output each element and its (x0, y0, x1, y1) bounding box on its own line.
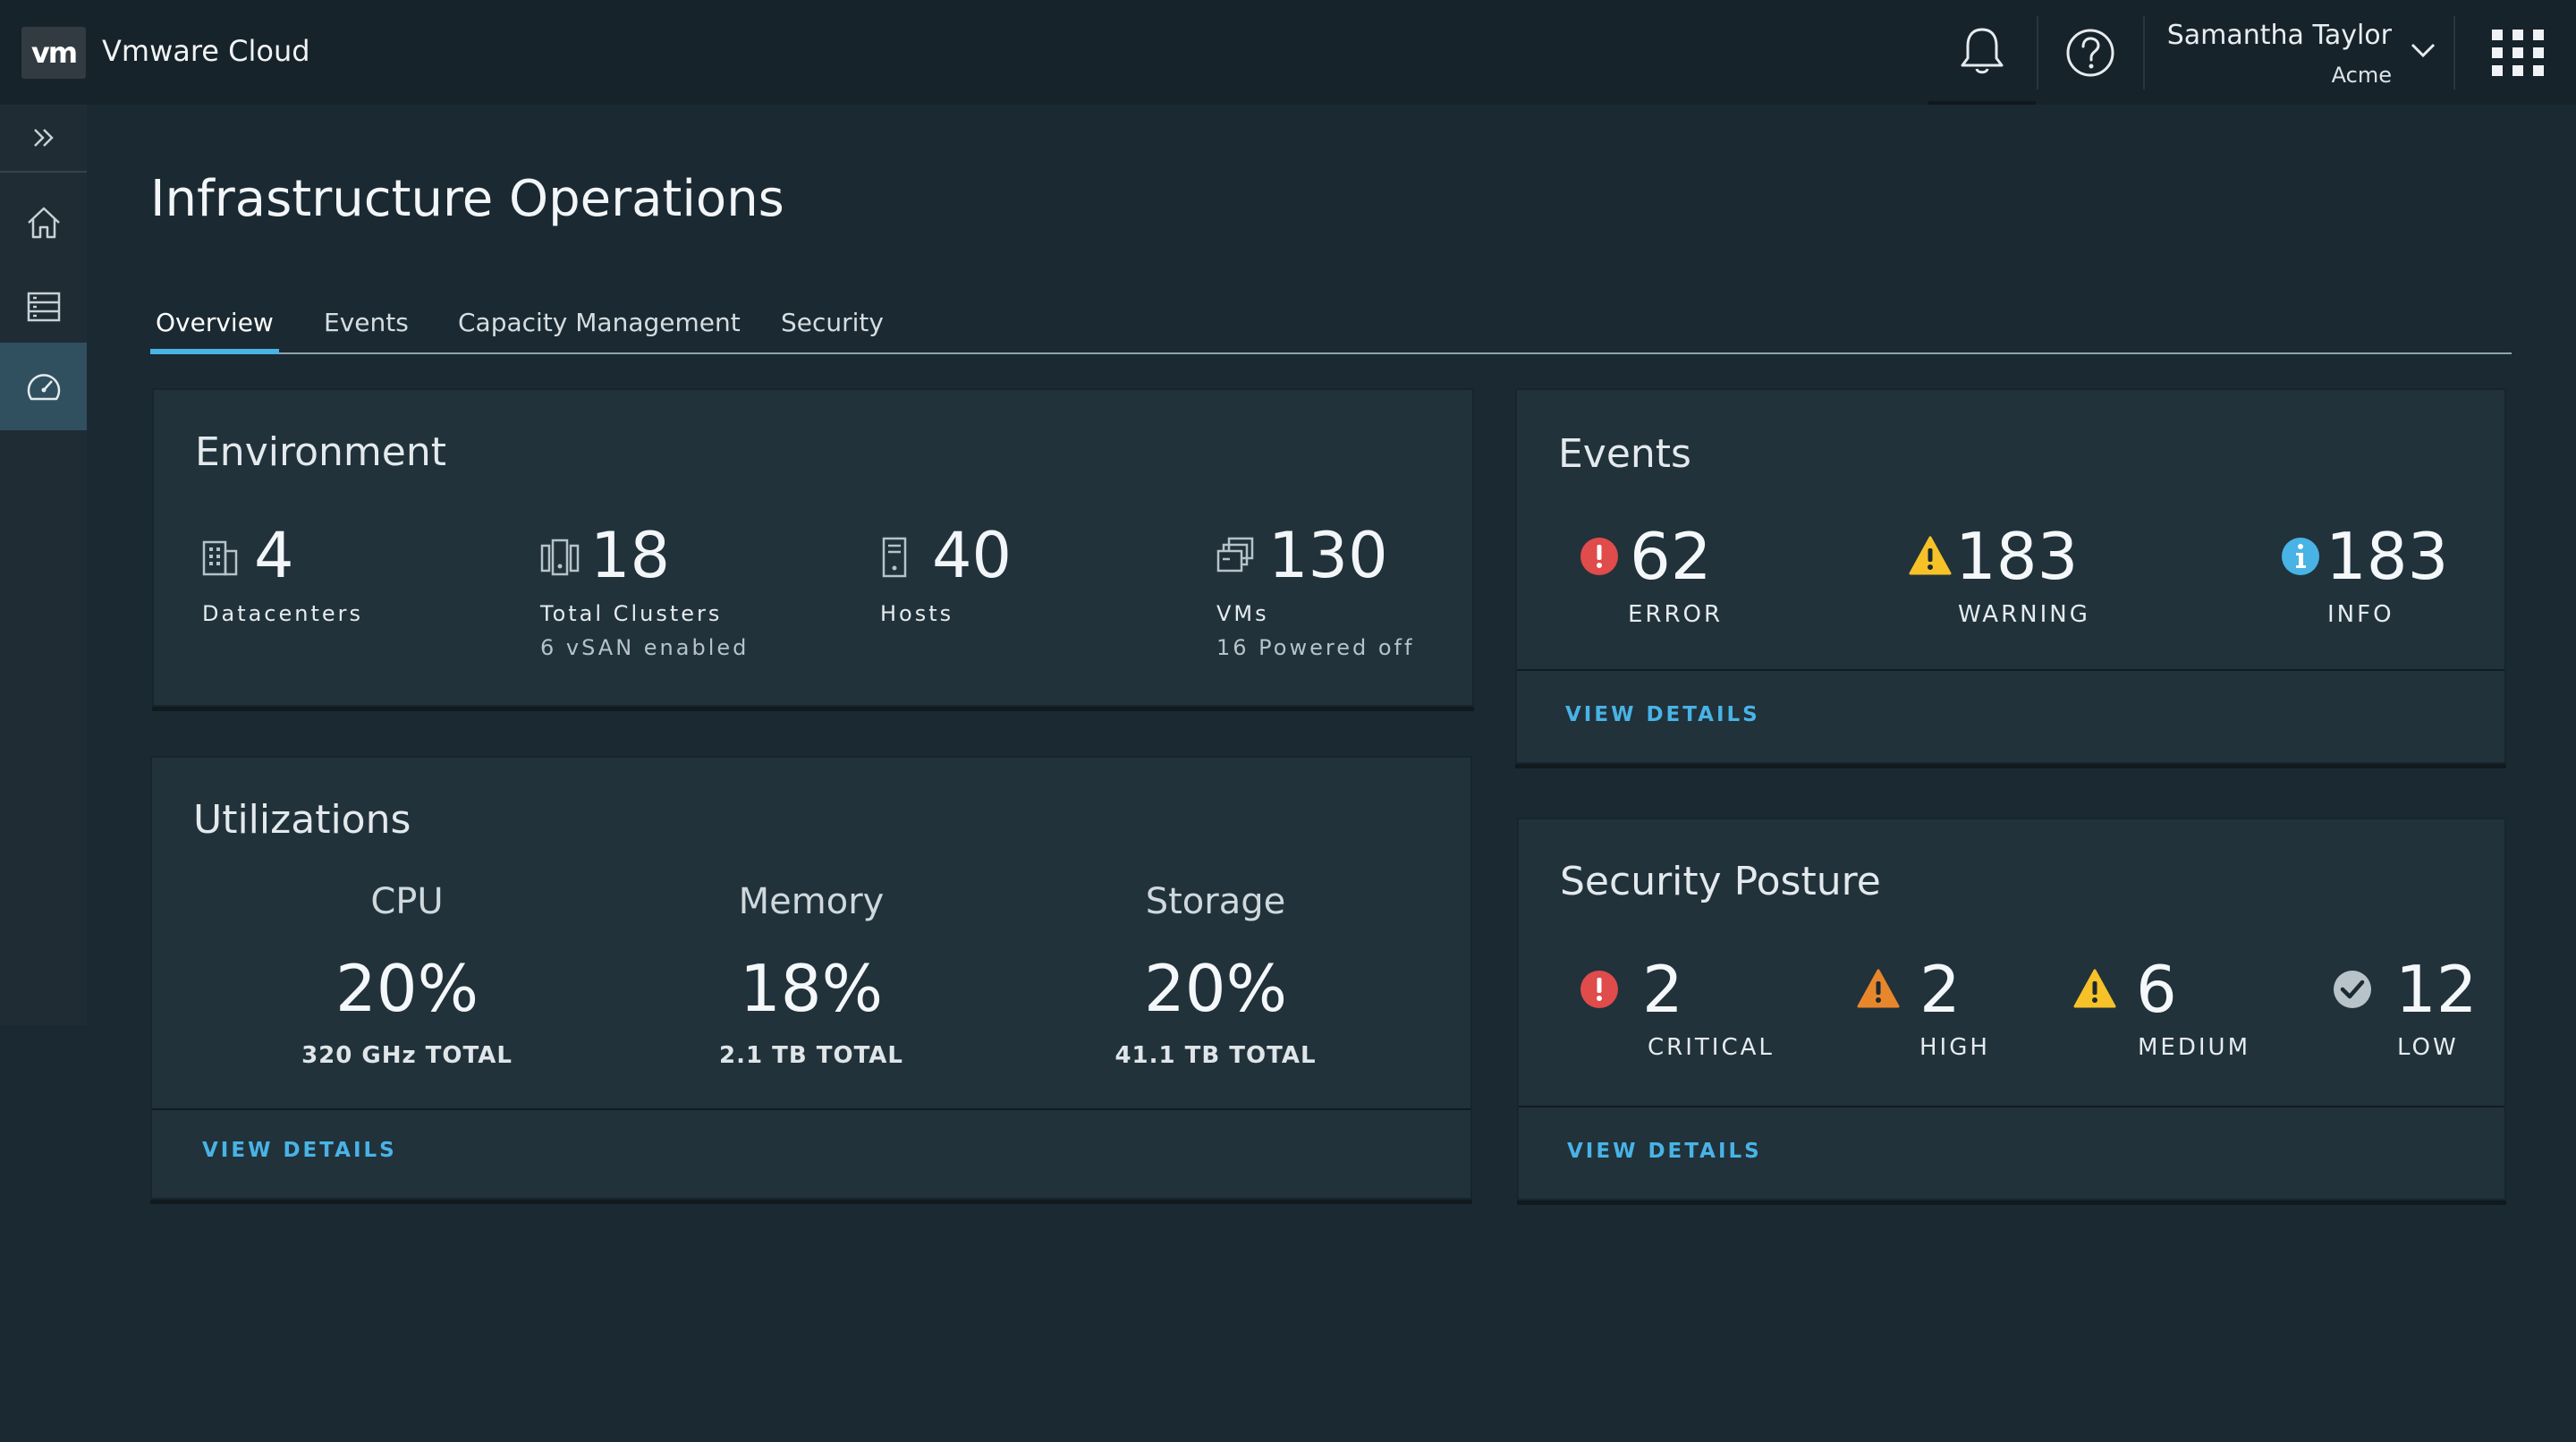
memory-utilization[interactable]: Memory 18% 2.1 TB TOTAL (659, 881, 963, 1069)
error-count: 62 (1630, 519, 1712, 594)
building-icon (202, 540, 238, 576)
warning-count: 183 (1955, 519, 2079, 594)
warning-label: WARNING (1958, 601, 2090, 628)
tab-capacity-management[interactable]: Capacity Management (458, 308, 741, 337)
vm-icon (1216, 537, 1254, 573)
header-divider (2037, 16, 2038, 89)
chevron-down-icon (2411, 43, 2436, 58)
memory-label: Memory (738, 881, 885, 922)
memory-percent: 18% (739, 951, 884, 1026)
cpu-utilization[interactable]: CPU 20% 320 GHz TOTAL (255, 881, 559, 1069)
info-label: INFO (2327, 601, 2394, 628)
list-icon (27, 292, 60, 322)
sidebar-item-home[interactable] (0, 185, 87, 260)
events-footer: VIEW DETAILS (1517, 669, 2504, 762)
error-label: ERROR (1628, 601, 1724, 628)
sidebar-expand-button[interactable] (0, 105, 87, 173)
host-icon (882, 537, 907, 578)
warning-icon (1909, 536, 1952, 575)
utilizations-footer: VIEW DETAILS (152, 1108, 1470, 1198)
storage-percent: 20% (1143, 951, 1288, 1026)
tab-security[interactable]: Security (781, 308, 884, 337)
cpu-percent: 20% (335, 951, 479, 1026)
clusters-count: 18 (590, 519, 671, 592)
notifications-button[interactable] (1928, 0, 2036, 105)
cpu-label: CPU (370, 881, 444, 922)
apps-button[interactable] (2460, 0, 2576, 105)
hosts-count: 40 (932, 519, 1013, 592)
datacenters-count: 4 (254, 519, 294, 592)
clusters-sub: 6 vSAN enabled (540, 635, 750, 660)
tab-bar: Overview Events Capacity Management Secu… (150, 304, 2512, 354)
environment-title: Environment (195, 429, 446, 475)
sidebar-item-inventory[interactable] (0, 269, 87, 344)
storage-label: Storage (1145, 881, 1286, 922)
bell-icon (1961, 28, 2004, 73)
events-card: Events VIEW DETAILS (1515, 388, 2506, 764)
critical-icon (1580, 971, 1618, 1008)
low-label: LOW (2397, 1034, 2459, 1061)
utilizations-view-details-link[interactable]: VIEW DETAILS (202, 1139, 397, 1162)
critical-count: 2 (1642, 952, 1683, 1027)
page-title: Infrastructure Operations (150, 170, 784, 228)
medium-count: 6 (2136, 952, 2177, 1027)
user-name: Samantha Taylor (2166, 20, 2392, 51)
cpu-total: 320 GHz TOTAL (301, 1042, 513, 1069)
high-warning-icon (1857, 969, 1900, 1008)
medium-label: MEDIUM (2138, 1034, 2251, 1061)
utilizations-title: Utilizations (193, 797, 411, 843)
error-icon (1580, 538, 1618, 575)
tab-events[interactable]: Events (324, 308, 409, 337)
sidebar-item-operations[interactable] (0, 343, 87, 430)
sidebar (0, 105, 87, 1025)
top-header: vm Vmware Cloud Samantha Taylor Acme (0, 0, 2576, 105)
home-icon (27, 207, 60, 239)
help-button[interactable] (2038, 0, 2143, 105)
events-title: Events (1558, 431, 1691, 477)
clusters-label: Total Clusters (540, 601, 723, 626)
events-view-details-link[interactable]: VIEW DETAILS (1565, 703, 1760, 726)
vms-count: 130 (1268, 519, 1388, 592)
security-footer: VIEW DETAILS (1519, 1106, 2504, 1199)
dashboard-icon (27, 374, 60, 401)
tab-overview[interactable]: Overview (150, 308, 279, 354)
storage-utilization[interactable]: Storage 20% 41.1 TB TOTAL (1063, 881, 1368, 1069)
apps-grid-icon (2492, 29, 2544, 76)
cluster-icon (540, 539, 580, 576)
vms-sub: 16 Powered off (1216, 635, 1415, 660)
memory-total: 2.1 TB TOTAL (719, 1042, 903, 1069)
info-icon (2282, 538, 2319, 575)
header-divider (2143, 16, 2145, 89)
utilizations-card: Utilizations VIEW DETAILS (150, 756, 1472, 1200)
security-posture-card: Security Posture VIEW DETAILS (1517, 818, 2506, 1200)
vmware-logo[interactable]: vm (21, 27, 86, 79)
critical-label: CRITICAL (1648, 1034, 1775, 1061)
security-title: Security Posture (1560, 859, 1881, 904)
high-count: 2 (1919, 952, 1961, 1027)
environment-card: Environment (152, 388, 1474, 707)
help-icon (2066, 29, 2114, 76)
info-count: 183 (2326, 519, 2449, 594)
medium-warning-icon (2073, 969, 2116, 1008)
app-title[interactable]: Vmware Cloud (102, 34, 310, 68)
check-icon (2334, 971, 2371, 1008)
datacenters-label: Datacenters (202, 601, 364, 626)
header-divider (2453, 16, 2455, 89)
user-menu[interactable]: Samantha Taylor Acme (2147, 0, 2451, 105)
user-org: Acme (2331, 63, 2392, 88)
hosts-label: Hosts (880, 601, 954, 626)
vms-label: VMs (1216, 601, 1269, 626)
storage-total: 41.1 TB TOTAL (1114, 1042, 1317, 1069)
security-view-details-link[interactable]: VIEW DETAILS (1567, 1140, 1762, 1163)
high-label: HIGH (1919, 1034, 1990, 1061)
low-count: 12 (2395, 952, 2478, 1027)
double-chevron-right-icon (33, 129, 54, 147)
